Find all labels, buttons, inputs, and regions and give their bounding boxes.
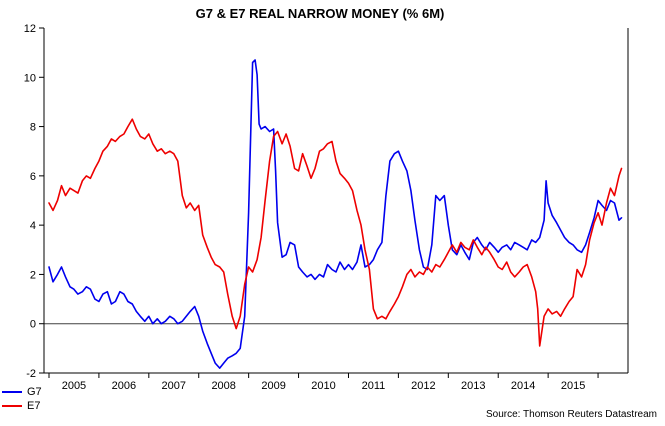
x-tick-label: 2011 [362,380,386,392]
x-tick-label: 2007 [162,380,186,392]
y-tick-label: 6 [30,171,36,183]
legend-item-e7: E7 [2,399,42,413]
g7-line-swatch [2,391,22,393]
g7-legend-label: G7 [27,386,42,398]
y-tick-label: 10 [24,72,36,84]
e7-line-swatch [2,405,22,407]
x-tick-label: 2006 [112,380,136,392]
x-tick-label: 2010 [311,380,335,392]
y-tick-label: 2 [30,269,36,281]
series-line-g7 [48,59,623,369]
x-tick-label: 2012 [411,380,435,392]
chart-title: G7 & E7 REAL NARROW MONEY (% 6M) [195,6,445,21]
e7-legend-label: E7 [27,400,41,412]
y-tick-label: 12 [24,23,36,35]
source-attribution: Source: Thomson Reuters Datastream [485,409,657,420]
y-tick-label: 8 [30,122,36,134]
y-tick-label: -2 [26,368,36,380]
x-tick-label: 2014 [511,380,535,392]
x-tick-label: 2008 [211,380,235,392]
y-tick-label: 0 [30,319,36,331]
x-tick-label: 2009 [261,380,285,392]
x-tick-label: 2013 [461,380,485,392]
x-tick-label: 2005 [62,380,86,392]
y-tick-label: 4 [30,220,36,232]
series-line-e7 [48,118,623,347]
legend-item-g7: G7 [2,385,42,399]
legend: G7 E7 [2,385,42,413]
x-tick-label: 2015 [561,380,585,392]
